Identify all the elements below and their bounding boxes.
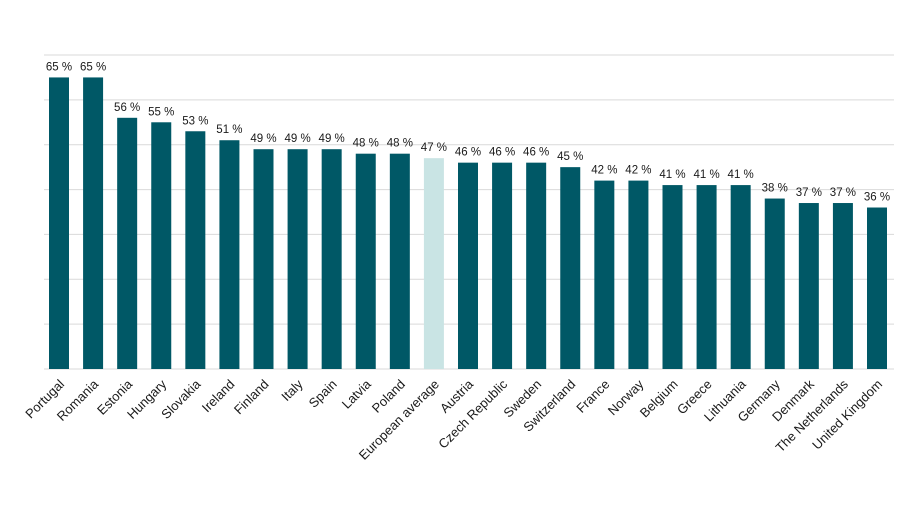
value-label: 46 %: [489, 147, 515, 159]
value-label: 38 %: [762, 183, 788, 195]
bar-latvia: [355, 153, 376, 369]
bar-czech-republic: [492, 162, 513, 369]
bar-ireland: [219, 140, 240, 369]
bar-sweden: [526, 162, 547, 369]
value-label: 41 %: [728, 169, 754, 181]
bar-norway: [628, 180, 649, 369]
bar-poland: [389, 153, 410, 369]
bar-romania: [83, 77, 104, 369]
bars: [49, 77, 887, 370]
value-label: 48 %: [353, 138, 379, 150]
bar-the-netherlands: [832, 203, 853, 369]
bar-spain: [321, 149, 342, 369]
bar-france: [594, 180, 615, 369]
value-label: 45 %: [557, 151, 583, 163]
value-label: 65 %: [80, 61, 106, 73]
bar-belgium: [662, 185, 683, 369]
value-label: 37 %: [796, 187, 822, 199]
bar-united-kingdom: [867, 207, 887, 369]
category-label: Finland: [231, 377, 272, 418]
value-label: 55 %: [148, 106, 174, 118]
bar-hungary: [151, 122, 172, 370]
value-label: 49 %: [250, 133, 276, 145]
category-label: Ireland: [199, 377, 238, 416]
category-label: Italy: [278, 376, 306, 404]
value-labels: 65 % 65 % 56 % 55 % 53 % 51 % 49 % 49 % 49 % 48 %…: [46, 61, 890, 203]
value-label: 46 %: [523, 147, 549, 159]
category-labels: PortugalRomaniaEstoniaHungarySlovakiaIre…: [22, 376, 885, 463]
category-label: Belgium: [637, 377, 681, 421]
value-label: 48 %: [387, 138, 413, 150]
bar-european-average: [423, 158, 444, 369]
value-label: 46 %: [455, 147, 481, 159]
bar-portugal: [49, 77, 69, 369]
bar-italy: [287, 149, 308, 369]
category-label: Spain: [306, 377, 340, 411]
value-label: 47 %: [421, 142, 447, 154]
bar-slovakia: [185, 131, 206, 369]
value-label: 56 %: [114, 102, 140, 114]
bar-estonia: [117, 117, 138, 369]
value-label: 51 %: [216, 124, 242, 136]
bar-austria: [458, 162, 478, 369]
value-label: 41 %: [693, 169, 719, 181]
value-label: 65 %: [46, 61, 72, 73]
value-label: 53 %: [182, 115, 208, 127]
bar-switzerland: [560, 167, 581, 369]
bar-lithuania: [730, 185, 751, 369]
value-label: 37 %: [830, 187, 856, 199]
bar-germany: [764, 198, 785, 369]
value-label: 41 %: [659, 169, 685, 181]
bar-greece: [696, 185, 717, 369]
value-label: 42 %: [625, 165, 651, 177]
bar-denmark: [798, 203, 819, 369]
value-label: 49 %: [319, 133, 345, 145]
value-label: 49 %: [284, 133, 310, 145]
value-label: 36 %: [864, 192, 890, 204]
value-label: 42 %: [591, 165, 617, 177]
bar-finland: [253, 149, 274, 369]
